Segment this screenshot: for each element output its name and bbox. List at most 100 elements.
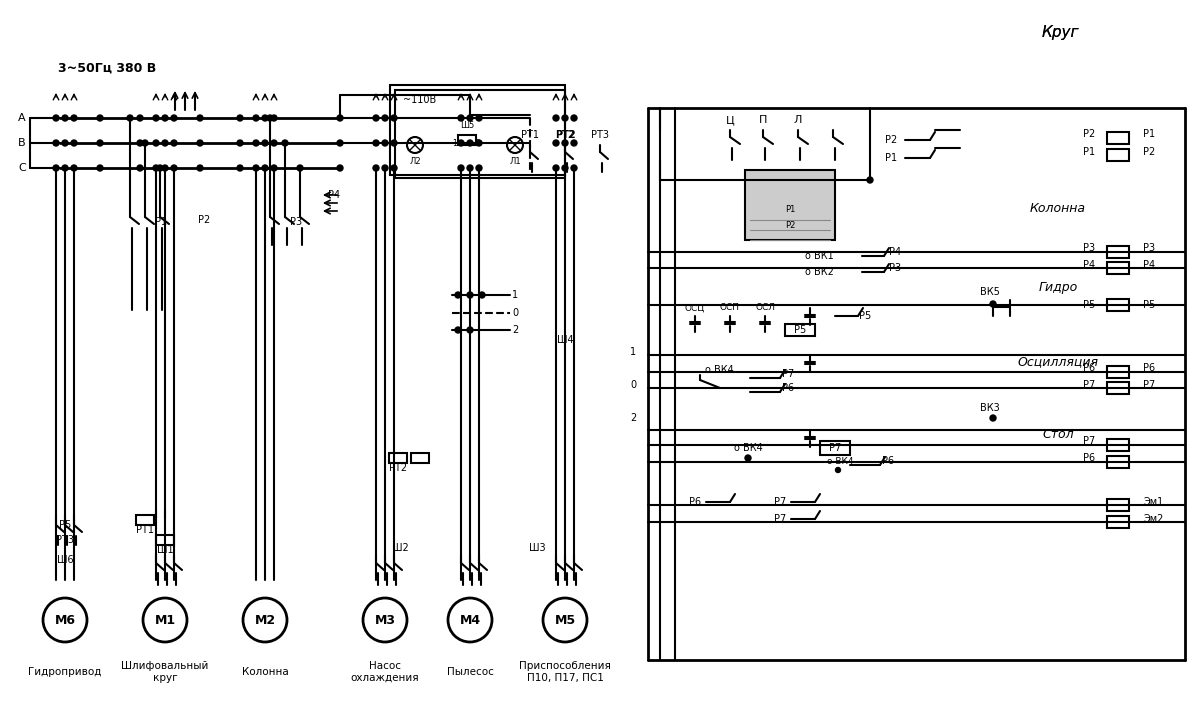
Text: P5: P5 xyxy=(59,520,71,530)
Bar xyxy=(1108,246,1129,258)
Circle shape xyxy=(835,468,840,473)
Text: 0: 0 xyxy=(512,308,518,318)
Circle shape xyxy=(238,140,242,146)
Text: М5: М5 xyxy=(554,614,576,627)
Bar xyxy=(1108,299,1129,311)
Bar xyxy=(410,453,430,463)
Circle shape xyxy=(97,140,103,146)
Text: 1: 1 xyxy=(630,347,636,357)
Text: P1: P1 xyxy=(1082,147,1096,157)
Text: Ш2: Ш2 xyxy=(391,543,408,553)
Text: Насос
охлаждения: Насос охлаждения xyxy=(350,662,419,683)
Circle shape xyxy=(373,140,379,146)
Text: P7: P7 xyxy=(1082,436,1096,446)
Circle shape xyxy=(990,301,996,307)
Circle shape xyxy=(271,140,277,146)
Circle shape xyxy=(553,115,559,121)
Circle shape xyxy=(62,115,68,121)
Text: Приспособления
П10, П17, ПС1: Приспособления П10, П17, ПС1 xyxy=(520,662,611,683)
Circle shape xyxy=(562,140,568,146)
Bar xyxy=(745,170,835,240)
Circle shape xyxy=(562,115,568,121)
Circle shape xyxy=(298,165,302,171)
Text: P7: P7 xyxy=(1142,380,1156,390)
Circle shape xyxy=(262,140,268,146)
Text: РТ2: РТ2 xyxy=(389,463,407,473)
Circle shape xyxy=(137,165,143,171)
Text: 2: 2 xyxy=(512,325,518,335)
Bar xyxy=(136,515,154,525)
Circle shape xyxy=(53,165,59,171)
Text: C: C xyxy=(18,163,26,173)
Text: P1: P1 xyxy=(785,205,796,215)
Circle shape xyxy=(71,115,77,121)
Circle shape xyxy=(154,140,158,146)
Text: P1: P1 xyxy=(884,153,898,163)
Circle shape xyxy=(62,165,68,171)
Circle shape xyxy=(562,165,568,171)
Bar xyxy=(820,441,850,455)
Bar xyxy=(390,85,565,175)
Text: P2: P2 xyxy=(198,215,210,225)
Circle shape xyxy=(172,115,178,121)
Text: Круг: Круг xyxy=(1042,25,1079,40)
Circle shape xyxy=(382,140,388,146)
Bar xyxy=(1108,366,1129,378)
Text: P2: P2 xyxy=(1082,129,1096,139)
Text: A: A xyxy=(18,113,26,123)
Text: Стол: Стол xyxy=(1042,429,1074,442)
Circle shape xyxy=(157,165,163,171)
Text: P7: P7 xyxy=(829,443,841,453)
Circle shape xyxy=(458,115,464,121)
Bar xyxy=(1108,262,1129,274)
Text: P5: P5 xyxy=(1082,300,1096,310)
Text: ~110В: ~110В xyxy=(403,95,437,105)
Circle shape xyxy=(162,165,168,171)
Circle shape xyxy=(337,140,343,146)
Text: ОСЛ: ОСЛ xyxy=(755,304,775,312)
Text: Эм2: Эм2 xyxy=(1142,514,1163,524)
Bar xyxy=(1108,499,1129,511)
Text: о ВК4: о ВК4 xyxy=(733,443,762,453)
Circle shape xyxy=(271,165,277,171)
Circle shape xyxy=(172,165,178,171)
Text: P7: P7 xyxy=(774,514,786,524)
Text: Колонна: Колонна xyxy=(241,667,288,677)
Text: P5: P5 xyxy=(859,311,871,321)
Circle shape xyxy=(458,165,464,171)
Circle shape xyxy=(571,115,577,121)
Text: P6: P6 xyxy=(1082,453,1096,463)
Text: Эм1: Эм1 xyxy=(1142,497,1163,507)
Circle shape xyxy=(238,115,242,121)
Text: P6: P6 xyxy=(689,497,701,507)
Text: P3: P3 xyxy=(1082,243,1096,253)
Circle shape xyxy=(127,115,133,121)
Text: Осцилляция: Осцилляция xyxy=(1018,356,1098,369)
Text: P6: P6 xyxy=(1142,363,1156,373)
Circle shape xyxy=(53,115,59,121)
Text: РТ1: РТ1 xyxy=(136,525,154,535)
Circle shape xyxy=(391,140,397,146)
Circle shape xyxy=(571,165,577,171)
Text: Гидро: Гидро xyxy=(1038,281,1078,294)
Text: ВК5: ВК5 xyxy=(980,287,1000,297)
Circle shape xyxy=(391,165,397,171)
Text: Пылесос: Пылесос xyxy=(446,667,493,677)
Circle shape xyxy=(238,165,242,171)
Circle shape xyxy=(866,177,874,183)
Circle shape xyxy=(162,140,168,146)
Circle shape xyxy=(382,115,388,121)
Text: ОСП: ОСП xyxy=(720,304,740,312)
Text: 0: 0 xyxy=(630,380,636,390)
Circle shape xyxy=(282,140,288,146)
Circle shape xyxy=(373,165,379,171)
Text: П: П xyxy=(758,115,767,125)
Circle shape xyxy=(172,140,178,146)
Circle shape xyxy=(337,115,343,121)
Text: P6: P6 xyxy=(882,456,894,466)
Text: P4: P4 xyxy=(1082,260,1096,270)
Bar xyxy=(785,324,815,336)
Bar xyxy=(1108,516,1129,528)
Bar xyxy=(395,90,565,178)
Circle shape xyxy=(467,115,473,121)
